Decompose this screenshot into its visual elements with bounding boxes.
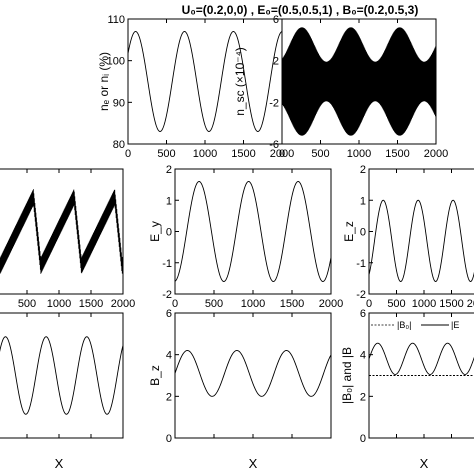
x-tick-label-ne-ni-3: 1500 [231,148,255,160]
series-line-bz-0 [175,350,331,397]
x-tick-label-ey-4: 2000 [319,298,343,310]
y-tick-label-bz-3: 6 [166,308,172,320]
y-tick-label-ne-ni-2: 100 [107,56,125,68]
y-tick-label-nsc-2: 2 [273,56,279,68]
x-tick-label-ne-ni-0: 0 [125,148,131,160]
y-tick-label-bmag-3: 6 [360,308,366,320]
y-tick-label-nsc-3: 6 [273,14,279,26]
y-tick-label-bz-1: 2 [166,391,172,403]
y-tick-label-nsc-0: -6 [269,139,279,151]
x-tick-label-ne-ni-2: 1000 [193,148,217,160]
y-tick-label-bmag-1: 2 [360,391,366,403]
y-tick-label-nsc-1: -2 [269,97,279,109]
axes-frame-bz [174,312,332,439]
x-tick-label-left-middle-2: 1500 [79,298,103,310]
y-axis-label-ez: E_z [342,221,356,242]
y-tick-label-ez-4: 2 [360,164,366,176]
x-tick-label-left-middle-3: 2000 [111,298,135,310]
x-tick-label-nsc-4: 2000 [424,148,448,160]
y-tick-label-ey-3: 1 [166,195,172,207]
panel-bz: 0 2 4 6 B_z X [148,308,332,471]
panel-left-middle: 500 1000 1500 2000 [0,168,135,310]
y-tick-label-bz-2: 4 [166,350,172,362]
series-line-nsc-0 [282,27,436,136]
x-tick-label-ez-1: 500 [387,298,405,310]
y-tick-label-bz-0: 0 [166,433,172,445]
x-tick-label-ey-1: 500 [205,298,223,310]
axes-frame-ez [368,168,474,295]
x-tick-label-ez-2: 1000 [412,298,436,310]
legend-entry-bmag-0: |B₀| [397,320,411,330]
x-axis-label-left-bottom: X [55,456,64,471]
x-tick-label-ey-2: 1000 [241,298,265,310]
x-tick-label-ey-0: 0 [172,298,178,310]
series-line-left-bottom-0 [0,336,123,415]
series-line-bmag-0 [369,342,474,375]
x-tick-label-ne-ni-1: 500 [157,148,175,160]
series-line-ne-ni-0 [128,31,282,132]
y-tick-label-ne-ni-3: 110 [107,14,125,26]
y-axis-label-bmag: |B₀| and |B [340,347,354,404]
y-axis-label-ne-ni: nₑ or nᵢ (%) [97,52,111,111]
x-tick-label-nsc-3: 1500 [385,148,409,160]
y-tick-label-ey-2: 0 [166,227,172,239]
y-tick-label-ez-1: -1 [356,258,366,270]
axes-frame-left-bottom [0,312,124,439]
x-tick-label-left-middle-0: 500 [18,298,36,310]
y-tick-label-ez-3: 1 [360,195,366,207]
y-axis-label-nsc: n_sc (×10⁻⁴) [233,47,247,116]
panel-bmag: 0 2 4 6 |B₀| and |B X |B₀| |E [340,308,474,471]
legend-entry-bmag-1: |E [451,320,459,330]
x-tick-label-nsc-0: 0 [279,148,285,160]
y-tick-label-ne-ni-1: 90 [113,97,125,109]
y-tick-label-ez-0: -2 [356,289,366,301]
x-axis-label-bmag: X [420,456,429,471]
x-tick-label-left-middle-1: 1000 [47,298,71,310]
y-axis-label-bz: B_z [148,365,162,386]
series-line-ez-0 [369,199,474,282]
y-tick-label-ne-ni-0: 80 [113,139,125,151]
x-tick-label-ey-3: 1500 [280,298,304,310]
y-tick-label-ez-2: 0 [360,227,366,239]
panel-ne-ni: 0 500 1000 1500 2000 80 90 100 110 nₑ or nᵢ (%) [97,14,294,160]
series-line-ey-0 [175,181,331,282]
y-axis-label-ey: E_y [148,221,162,242]
panel-left-bottom: X [0,312,124,471]
y-tick-label-bmag-2: 4 [360,350,366,362]
x-tick-label-ez-0: 0 [366,298,372,310]
y-tick-label-ey-1: -1 [162,258,172,270]
y-tick-label-ey-0: -2 [162,289,172,301]
x-tick-label-nsc-2: 1000 [347,148,371,160]
x-tick-label-nsc-1: 500 [311,148,329,160]
x-axis-label-bz: X [249,456,258,471]
y-tick-label-ey-4: 2 [166,164,172,176]
panel-ey: 0 500 1000 1500 2000 -2 -1 0 1 2 E_y [148,164,343,310]
y-tick-label-bmag-0: 0 [360,433,366,445]
x-tick-label-ez-3: 1500 [439,298,463,310]
x-tick-label-ez-4: 2000 [467,298,474,310]
figure-title: U₀=(0.2,0,0) , E₀=(0.5,0.5,1) , B₀=(0.2,… [182,3,419,17]
series-line-left-middle-0 [0,189,123,274]
x-tick-label-ne-ni-4: 2000 [270,148,294,160]
